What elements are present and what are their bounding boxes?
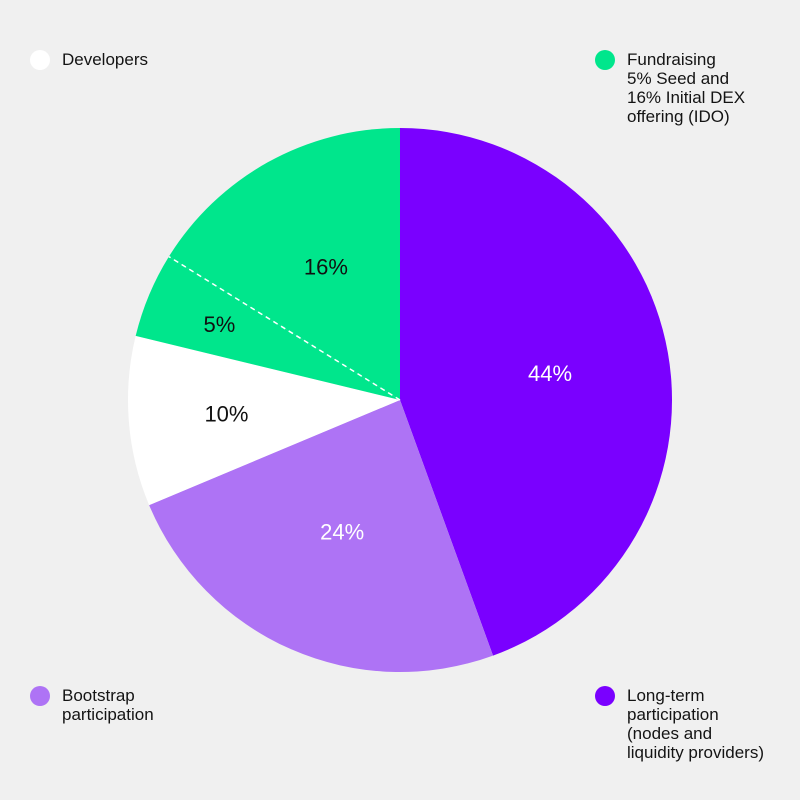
legend-entry-long-term: Long-term participation (nodes and liqui… bbox=[595, 686, 764, 762]
slice-value-label-4: 16% bbox=[304, 254, 348, 279]
slice-value-label-3: 5% bbox=[203, 312, 235, 337]
pie-slice-4 bbox=[168, 127, 400, 400]
legend-label-bootstrap: Bootstrap participation bbox=[62, 686, 154, 724]
legend-entry-bootstrap: Bootstrap participation bbox=[30, 686, 154, 724]
slice-value-label-1: 24% bbox=[320, 520, 364, 545]
pie-slice-1 bbox=[149, 400, 494, 673]
pie-slice-3 bbox=[135, 256, 401, 400]
legend-entry-fundraising: Fundraising 5% Seed and 16% Initial DEX … bbox=[595, 50, 745, 126]
legend-dot-fundraising bbox=[595, 50, 615, 70]
slice-value-label-0: 44% bbox=[528, 361, 572, 386]
legend-label-developers: Developers bbox=[62, 50, 148, 69]
pie-slice-0 bbox=[400, 128, 673, 656]
slice-value-label-2: 10% bbox=[204, 401, 248, 426]
legend-dot-bootstrap bbox=[30, 686, 50, 706]
legend-entry-developers: Developers bbox=[30, 50, 148, 70]
pie-slice-2 bbox=[128, 335, 401, 506]
legend-dot-developers bbox=[30, 50, 50, 70]
legend-dot-long-term bbox=[595, 686, 615, 706]
fundraising-dashed-divider bbox=[168, 255, 401, 401]
legend-label-long-term: Long-term participation (nodes and liqui… bbox=[627, 686, 764, 762]
legend-label-fundraising: Fundraising 5% Seed and 16% Initial DEX … bbox=[627, 50, 746, 126]
